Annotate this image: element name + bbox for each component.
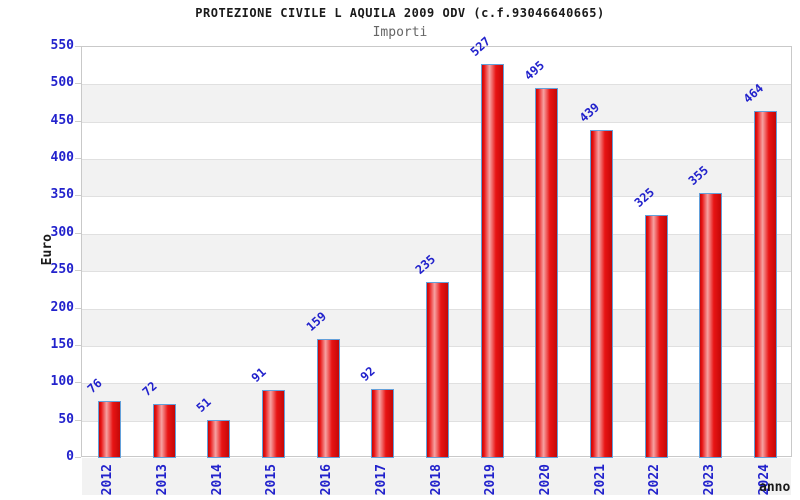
bar-2024 — [754, 111, 777, 458]
x-tick-label: 2023 — [702, 464, 717, 496]
bar-2022 — [645, 215, 668, 458]
x-axis-title: anno — [759, 480, 791, 495]
bar-2021 — [590, 130, 613, 458]
y-tick-label: 250 — [50, 262, 74, 277]
y-tick-mark — [75, 233, 81, 234]
bar-2023 — [699, 193, 722, 458]
y-tick-label: 100 — [50, 374, 74, 389]
bar-2017 — [371, 389, 394, 458]
x-tick-label: 2022 — [647, 464, 662, 496]
y-tick-mark — [75, 121, 81, 122]
y-tick-label: 400 — [50, 150, 74, 165]
y-tick-label: 0 — [66, 449, 74, 464]
y-tick-mark — [75, 270, 81, 271]
y-tick-label: 150 — [50, 337, 74, 352]
x-tick-label: 2020 — [538, 464, 553, 496]
x-tick-label: 2019 — [483, 464, 498, 496]
bar-2019 — [481, 64, 504, 458]
y-tick-mark — [75, 457, 81, 458]
plot-band — [82, 159, 791, 197]
bar-2016 — [317, 339, 340, 458]
y-tick-mark — [75, 420, 81, 421]
x-tick-label: 2013 — [155, 464, 170, 496]
y-tick-label: 200 — [50, 300, 74, 315]
y-tick-mark — [75, 46, 81, 47]
plot-band — [82, 458, 791, 496]
y-tick-label: 550 — [50, 38, 74, 53]
bar-2014 — [207, 420, 230, 458]
gridline — [82, 159, 791, 160]
x-tick-label: 2017 — [374, 464, 389, 496]
bar-2020 — [535, 88, 558, 458]
plot-area — [81, 46, 792, 496]
bar-2018 — [426, 282, 449, 458]
y-tick-mark — [75, 308, 81, 309]
x-tick-label: 2014 — [210, 464, 225, 496]
y-tick-mark — [75, 158, 81, 159]
gridline — [82, 234, 791, 235]
x-tick-label: 2012 — [100, 464, 115, 496]
gridline — [82, 196, 791, 197]
bar-2015 — [262, 390, 285, 458]
y-tick-label: 500 — [50, 75, 74, 90]
plot-band — [82, 233, 791, 272]
plot-band — [82, 84, 791, 122]
y-tick-mark — [75, 382, 81, 383]
chart-subtitle: Importi — [372, 25, 428, 40]
bar-2012 — [98, 401, 121, 458]
y-tick-label: 350 — [50, 187, 74, 202]
y-tick-mark — [75, 345, 81, 346]
x-tick-label: 2021 — [593, 464, 608, 496]
bar-2013 — [153, 404, 176, 458]
y-tick-mark — [75, 195, 81, 196]
chart-title: PROTEZIONE CIVILE L AQUILA 2009 ODV (c.f… — [195, 6, 605, 20]
y-tick-label: 300 — [50, 225, 74, 240]
y-tick-mark — [75, 83, 81, 84]
x-tick-label: 2018 — [429, 464, 444, 496]
x-tick-label: 2016 — [319, 464, 334, 496]
y-tick-label: 450 — [50, 113, 74, 128]
gridline — [82, 84, 791, 85]
x-tick-label: 2015 — [264, 464, 279, 496]
gridline — [82, 122, 791, 123]
y-tick-label: 50 — [58, 412, 74, 427]
gridline — [82, 271, 791, 272]
